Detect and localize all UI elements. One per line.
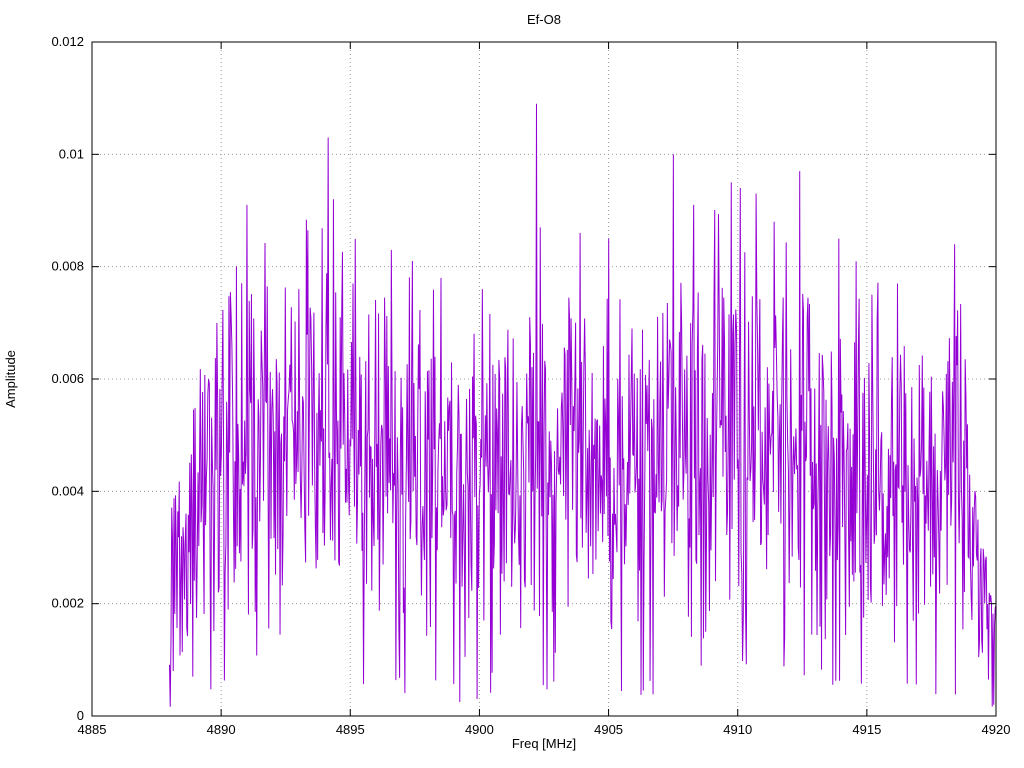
chart-title: Ef-O8 — [527, 12, 561, 27]
x-tick-label: 4920 — [982, 722, 1011, 737]
x-tick-label: 4900 — [465, 722, 494, 737]
x-tick-label: 4890 — [207, 722, 236, 737]
y-axis-label: Amplitude — [3, 350, 18, 408]
y-tick-label: 0.008 — [51, 259, 84, 274]
y-tick-label: 0.012 — [51, 34, 84, 49]
x-tick-label: 4910 — [723, 722, 752, 737]
x-axis-label: Freq [MHz] — [512, 736, 576, 751]
y-tick-label: 0.01 — [59, 146, 84, 161]
y-tick-label: 0.002 — [51, 596, 84, 611]
x-tick-label: 4915 — [852, 722, 881, 737]
grid — [91, 41, 997, 717]
y-tick-label: 0.006 — [51, 371, 84, 386]
tick-labels: 4885 4890 4895 4900 4905 4910 4915 4920 0 0.002 0.… — [51, 34, 1010, 737]
x-tick-label: 4885 — [78, 722, 107, 737]
x-tick-label: 4895 — [336, 722, 365, 737]
spectrum-line — [168, 103, 997, 707]
axes — [91, 41, 997, 717]
spectrum-line-layer — [168, 103, 997, 707]
y-tick-label: 0 — [77, 708, 84, 723]
y-tick-label: 0.004 — [51, 483, 84, 498]
x-tick-label: 4905 — [594, 722, 623, 737]
